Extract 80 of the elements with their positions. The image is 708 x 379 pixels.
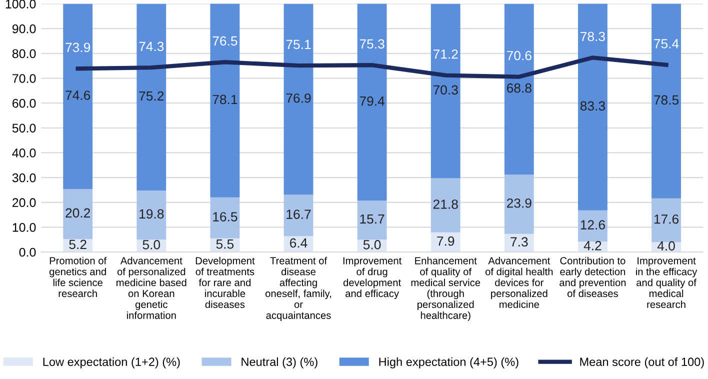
y-tick-label: 30.0 (12, 173, 36, 182)
bar (504, 174, 534, 234)
data-label: 16.5 (213, 212, 238, 222)
data-label: 4.0 (657, 241, 675, 251)
data-label: 73.9 (66, 42, 90, 52)
bar (136, 190, 166, 240)
data-label: 5.0 (142, 240, 160, 250)
data-label: 23.9 (506, 198, 532, 208)
data-label: 5.5 (216, 240, 234, 249)
data-label: 68.8 (506, 83, 532, 93)
y-tick-label: 50.0 (12, 124, 36, 133)
y-tick-label: 70.0 (12, 74, 36, 83)
x-tick-label: Promotion of genetics and life science research (50, 256, 107, 298)
bar (357, 4, 387, 201)
data-label: 74.6 (66, 90, 90, 100)
x-tick-label: Advancement of personalized medicine based on Korean genetic information (116, 256, 186, 319)
data-label: 21.8 (433, 200, 458, 209)
data-label: 76.5 (212, 36, 238, 46)
data-label: 19.8 (140, 209, 164, 219)
data-label: 5.2 (69, 240, 86, 250)
data-label: 75.2 (139, 91, 164, 101)
bar (284, 194, 314, 236)
bar (284, 4, 314, 195)
x-tick-label: Contribution to early detection and prevention of diseases (560, 256, 626, 298)
y-tick-label: 40.0 (12, 148, 36, 158)
bar (430, 232, 460, 252)
data-label: 20.2 (66, 208, 90, 218)
data-label: 12.6 (580, 220, 605, 230)
x-tick-label: Improvement of drug development and efficacy (343, 257, 402, 300)
data-label: 15.7 (360, 214, 384, 224)
bar (578, 210, 608, 242)
data-label: 5.0 (363, 240, 381, 250)
bar (504, 4, 534, 175)
legend-label: Low expectation (1+2) (%) (43, 357, 180, 368)
y-tick-label: 10.0 (12, 223, 36, 232)
data-label: 74.3 (139, 42, 164, 52)
data-label: 75.4 (654, 39, 679, 48)
data-label: 4.2 (584, 241, 602, 250)
data-label: 7.3 (510, 237, 528, 247)
y-tick-label: 100.0 (6, 0, 36, 8)
data-label: 17.6 (654, 214, 679, 224)
data-label: 83.3 (580, 101, 605, 111)
data-label: 6.4 (290, 238, 308, 248)
y-tick-label: 0.0 (19, 248, 36, 257)
bar (136, 4, 166, 190)
bar (210, 4, 240, 198)
bar (578, 4, 608, 210)
bar (63, 4, 93, 189)
bar (63, 188, 93, 240)
data-label: 70.6 (507, 50, 532, 60)
legend-label: Neutral (3) (%) (242, 357, 318, 368)
bar (430, 4, 460, 178)
y-tick-label: 60.0 (12, 98, 36, 108)
bar (357, 200, 387, 240)
bar (652, 198, 681, 242)
x-tick-label: Enhancement of quality of medical service (through personalized healthcare) (411, 256, 480, 321)
data-label: 75.3 (360, 39, 384, 49)
x-tick-label: Advancement of digital health devices for personalized medicine (485, 256, 553, 308)
data-label: 71.2 (433, 49, 458, 59)
x-tick-label: Development of treatments for rare and incurable diseases (196, 256, 255, 308)
data-label: 76.9 (286, 93, 311, 103)
x-tick-label: Treatment of disease affecting oneself, family, or acquaintances (265, 256, 332, 321)
y-tick-label: 90.0 (12, 24, 36, 34)
data-label: 75.1 (286, 40, 311, 50)
bar (652, 4, 681, 198)
data-label: 78.1 (212, 94, 238, 104)
data-label: 78.5 (654, 95, 679, 105)
data-label: 70.3 (433, 85, 458, 95)
bar (430, 178, 460, 232)
legend-label: Mean score (out of 100) (580, 357, 704, 368)
data-label: 16.7 (286, 210, 311, 219)
x-tick-label: Improvement in the efficacy and quality of medical research (636, 257, 698, 308)
bar (210, 197, 240, 238)
y-tick-label: 20.0 (12, 198, 36, 208)
data-label: 79.4 (360, 96, 385, 106)
y-tick-label: 80.0 (12, 49, 36, 58)
data-label: 7.9 (437, 236, 454, 246)
data-label: 78.3 (580, 32, 605, 42)
legend-label: High expectation (4+5) (%) (379, 357, 518, 368)
bar (504, 234, 534, 252)
